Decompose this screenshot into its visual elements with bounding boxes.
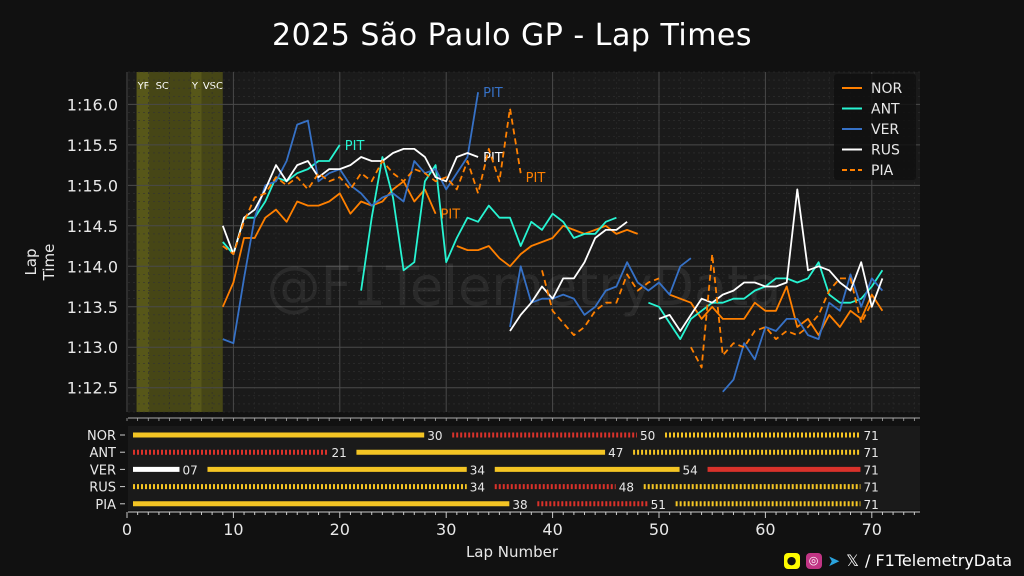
stint-end-label: 47 [608, 446, 623, 460]
x-tick-label: 20 [330, 520, 350, 539]
stint-driver-label: NOR [87, 429, 116, 444]
footer-handle: / F1TelemetryData [865, 551, 1012, 570]
footer-social: ● ◎ ➤ 𝕏 / F1TelemetryData [784, 551, 1012, 570]
legend-entry: VER [871, 122, 899, 138]
x-tick-label: 30 [436, 520, 456, 539]
stint-driver-label: PIA [95, 498, 116, 513]
pit-label: PIT [345, 139, 365, 154]
legend-entry: RUS [871, 143, 900, 159]
instagram-icon[interactable]: ◎ [806, 553, 822, 569]
stint-end-label: 71 [863, 429, 878, 443]
pit-label: PIT [441, 208, 461, 223]
stint-end-label: 71 [863, 498, 878, 512]
stint-end-label: 34 [470, 463, 485, 477]
stint-driver-label: ANT [89, 446, 116, 461]
stint-end-label: 50 [640, 429, 655, 443]
stint-end-label: 71 [863, 481, 878, 495]
stint-end-label: 21 [331, 446, 346, 460]
y-tick-label: 1:12.5 [67, 379, 118, 398]
y-tick-label: 1:13.0 [67, 338, 118, 357]
stint-end-label: 71 [863, 446, 878, 460]
stint-end-label: 07 [182, 463, 197, 477]
stint-end-label: 48 [619, 481, 634, 495]
pit-label: PIT [526, 171, 546, 186]
stint-driver-label: VER [90, 463, 116, 478]
stint-end-label: 30 [427, 429, 442, 443]
y-tick-label: 1:15.0 [67, 176, 118, 195]
stint-end-label: 38 [512, 498, 527, 512]
lap-times-chart: YF SC Y VSC 1:12.5 1:13.0 1:13.5 1:14.0 1:14.5 1:… [0, 0, 1024, 576]
y-tick-label: 1:14.5 [67, 217, 118, 236]
stint-end-label: 54 [683, 463, 698, 477]
pit-label: PIT [483, 86, 503, 101]
x-tick-label: 10 [223, 520, 243, 539]
flag-label: VSC [203, 81, 223, 92]
y-tick-label: 1:13.5 [67, 298, 118, 317]
y-tick-label: 1:16.0 [67, 95, 118, 114]
x-tick-label: 40 [542, 520, 562, 539]
legend-entry: PIA [871, 163, 894, 179]
stint-driver-label: RUS [89, 481, 116, 496]
x-icon[interactable]: 𝕏 [846, 551, 859, 570]
flag-label: YF [137, 81, 150, 92]
telegram-icon[interactable]: ➤ [828, 552, 841, 570]
legend-entry: ANT [871, 102, 900, 118]
stint-end-label: 51 [651, 498, 666, 512]
x-tick-label: 70 [862, 520, 882, 539]
flag-label: SC [156, 81, 169, 92]
snapchat-icon[interactable]: ● [784, 553, 800, 569]
stint-end-label: 34 [470, 481, 485, 495]
y-tick-label: 1:15.5 [67, 136, 118, 155]
x-tick-label: 0 [122, 520, 132, 539]
stint-end-label: 71 [863, 463, 878, 477]
y-tick-label: 1:14.0 [67, 257, 118, 276]
x-tick-label: 60 [755, 520, 775, 539]
flag-label: Y [191, 81, 199, 92]
x-tick-label: 50 [649, 520, 669, 539]
legend-entry: NOR [871, 81, 902, 97]
